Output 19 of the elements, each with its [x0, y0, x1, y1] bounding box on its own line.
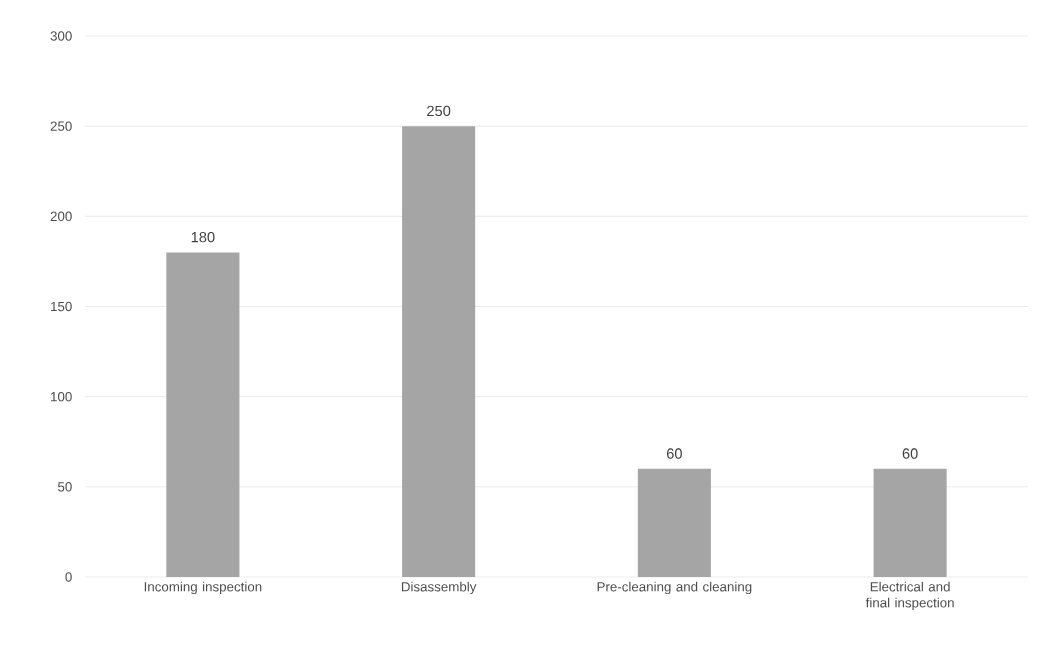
x-tick-label: Pre-cleaning and cleaning: [597, 581, 752, 595]
y-tick-label: 50: [58, 482, 72, 492]
bar: [402, 126, 476, 577]
bar: [166, 252, 240, 577]
bar: [637, 468, 711, 577]
y-tick-label: 0: [65, 572, 72, 582]
data-label: 180: [191, 231, 215, 243]
y-tick-label: 250: [50, 121, 72, 131]
data-label: 60: [666, 448, 682, 459]
bar: [873, 468, 947, 577]
x-tick-label: Disassembly: [401, 581, 477, 595]
data-label: 60: [902, 448, 918, 459]
x-tick-label: Incoming inspection: [144, 581, 262, 595]
y-tick-label: 200: [50, 211, 72, 222]
data-label: 250: [427, 105, 451, 117]
y-tick-label: 150: [51, 301, 72, 312]
x-tick-label: Electrical and final inspection: [865, 581, 954, 611]
y-tick-label: 100: [51, 391, 72, 402]
y-tick-label: 300: [50, 31, 72, 41]
